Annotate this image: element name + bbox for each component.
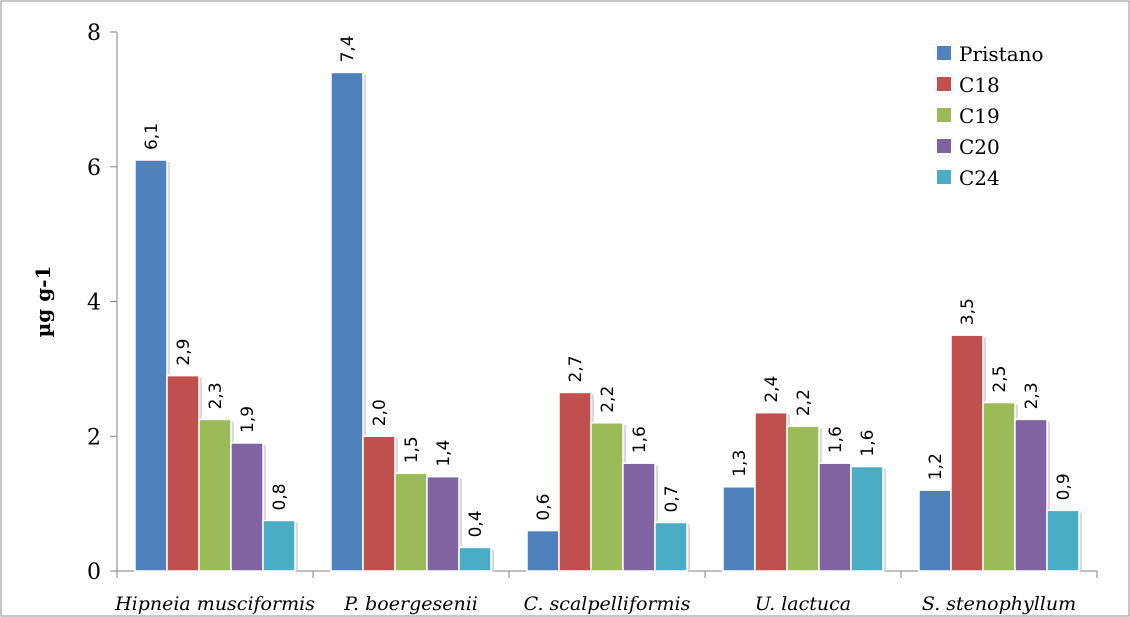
legend-entry-label: C24 [959, 166, 1000, 190]
bar-value-label: 1,2 [926, 453, 946, 480]
bar-value-label: 2,3 [1022, 382, 1042, 409]
bar [526, 529, 560, 572]
bar-value-label: 2,7 [566, 355, 586, 382]
bar [262, 519, 296, 572]
y-tick-label: 0 [87, 560, 101, 585]
y-tick-label: 2 [87, 425, 101, 450]
x-category-label: U. lactuca [755, 593, 851, 615]
legend-entry-label: C20 [959, 135, 1000, 159]
bar [918, 489, 952, 572]
bar [982, 401, 1016, 572]
bar-value-label: 0,8 [270, 483, 290, 510]
y-axis-label: µg g-1 [31, 266, 55, 338]
legend-swatch [937, 46, 951, 60]
bar [850, 465, 884, 572]
data-labels: 6,1 2,9 2,3 1,9 0,8 7,4 2,0 1,5 1,4 0,4 0,6 2,7 2,2 1… [142, 35, 1074, 537]
bar-value-label: 2,0 [370, 399, 390, 426]
x-category-label: S. stenophyllum [922, 593, 1076, 615]
bar-value-label: 1,4 [434, 440, 454, 467]
bar [590, 422, 624, 572]
bar [818, 462, 852, 572]
bar [950, 334, 984, 572]
bar-value-label: 2,2 [794, 389, 814, 416]
bar-value-label: 3,5 [958, 298, 978, 325]
bar [166, 374, 200, 572]
legend-swatch [937, 77, 951, 91]
bar-value-label: 7,4 [338, 35, 358, 62]
bar [654, 521, 688, 572]
bar-value-label: 0,9 [1054, 473, 1074, 500]
bar [722, 486, 756, 572]
bar-value-label: 0,4 [466, 510, 486, 537]
bar [558, 391, 592, 572]
bar-value-label: 1,9 [238, 406, 258, 433]
legend-swatch [937, 108, 951, 122]
bar-value-label: 2,5 [990, 366, 1010, 393]
x-axis: Hipneia musciformis P. boergesenii C. scal… [114, 570, 1098, 615]
y-tick-label: 8 [87, 21, 101, 46]
bar [458, 546, 492, 572]
bar [394, 472, 428, 572]
bar-value-label: 1,3 [730, 450, 750, 477]
bars [134, 71, 1082, 572]
legend-entry-label: Pristano [959, 42, 1044, 66]
bar [754, 411, 788, 572]
bar [426, 475, 460, 572]
bar-value-label: 2,2 [598, 386, 618, 413]
bar [330, 71, 364, 572]
bar [198, 418, 232, 572]
bar-value-label: 1,6 [630, 426, 650, 453]
bar [622, 462, 656, 572]
y-tick-label: 6 [87, 156, 101, 181]
bar-value-label: 0,6 [534, 494, 554, 521]
y-tick-label: 4 [87, 291, 101, 316]
x-category-label: C. scalpelliformis [524, 593, 691, 615]
bar [134, 159, 168, 572]
bar-value-label: 1,6 [826, 426, 846, 453]
bar [1014, 418, 1048, 572]
bar-value-label: 6,1 [142, 123, 162, 150]
x-category-label: Hipneia musciformis [114, 593, 315, 615]
bar [230, 442, 264, 572]
legend: Pristano C18 C19 C20 C24 [937, 42, 1044, 190]
y-axis: 0 2 4 6 8 [87, 21, 118, 585]
legend-swatch [937, 139, 951, 153]
legend-swatch [937, 170, 951, 184]
bar-value-label: 0,7 [662, 485, 682, 512]
bar-value-label: 2,9 [174, 339, 194, 366]
x-category-label: P. boergesenii [343, 593, 478, 615]
bar [362, 435, 396, 572]
bar-value-label: 2,3 [206, 382, 226, 409]
bar-value-label: 1,5 [402, 436, 422, 463]
bar-value-label: 2,4 [762, 376, 782, 403]
legend-entry-label: C19 [959, 104, 1000, 128]
bar [786, 425, 820, 572]
bar-value-label: 1,6 [858, 430, 878, 457]
bar [1046, 509, 1080, 572]
legend-entry-label: C18 [959, 73, 1000, 97]
